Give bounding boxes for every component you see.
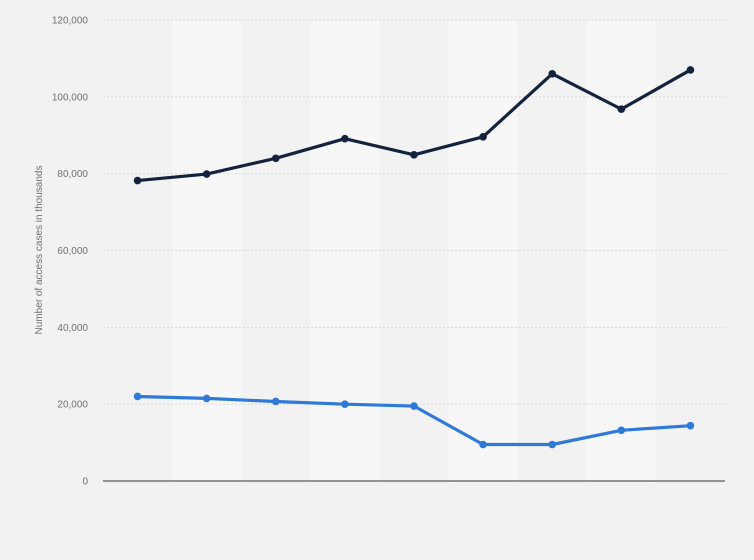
data-point[interactable] bbox=[133, 392, 142, 401]
series-layer bbox=[133, 66, 695, 449]
series-1 bbox=[133, 66, 695, 185]
y-tick-label: 80,000 bbox=[57, 169, 88, 180]
data-point[interactable] bbox=[410, 402, 418, 410]
category-band bbox=[172, 20, 242, 481]
data-point[interactable] bbox=[271, 154, 280, 163]
category-band bbox=[655, 20, 725, 481]
category-band bbox=[586, 20, 656, 481]
y-axis-ticks: 0 20,000 40,000 60,000 80,000 100,000 120,000 bbox=[52, 16, 89, 488]
y-tick-label: 120,000 bbox=[52, 16, 89, 27]
data-point[interactable] bbox=[548, 440, 557, 449]
data-point[interactable] bbox=[617, 426, 626, 435]
data-point[interactable] bbox=[202, 170, 211, 178]
data-point[interactable] bbox=[133, 176, 142, 185]
y-tick-label: 100,000 bbox=[52, 92, 89, 103]
category-band bbox=[103, 20, 173, 481]
data-point[interactable] bbox=[686, 421, 695, 430]
y-tick-label: 60,000 bbox=[57, 246, 88, 257]
data-point[interactable] bbox=[479, 132, 487, 141]
data-point[interactable] bbox=[202, 394, 211, 403]
data-point[interactable] bbox=[410, 151, 418, 159]
data-point[interactable] bbox=[548, 69, 557, 78]
data-point[interactable] bbox=[479, 440, 487, 449]
category-band bbox=[379, 20, 449, 481]
y-tick-label: 0 bbox=[82, 477, 88, 488]
data-point[interactable] bbox=[341, 134, 349, 143]
data-point[interactable] bbox=[271, 397, 280, 406]
y-tick-label: 20,000 bbox=[57, 400, 88, 411]
y-axis-title: Number of access cases in thousands bbox=[34, 166, 45, 335]
data-point[interactable] bbox=[341, 400, 349, 408]
y-tick-label: 40,000 bbox=[57, 323, 88, 334]
data-point[interactable] bbox=[617, 105, 626, 113]
data-point[interactable] bbox=[686, 66, 695, 74]
series-2 bbox=[133, 392, 695, 449]
